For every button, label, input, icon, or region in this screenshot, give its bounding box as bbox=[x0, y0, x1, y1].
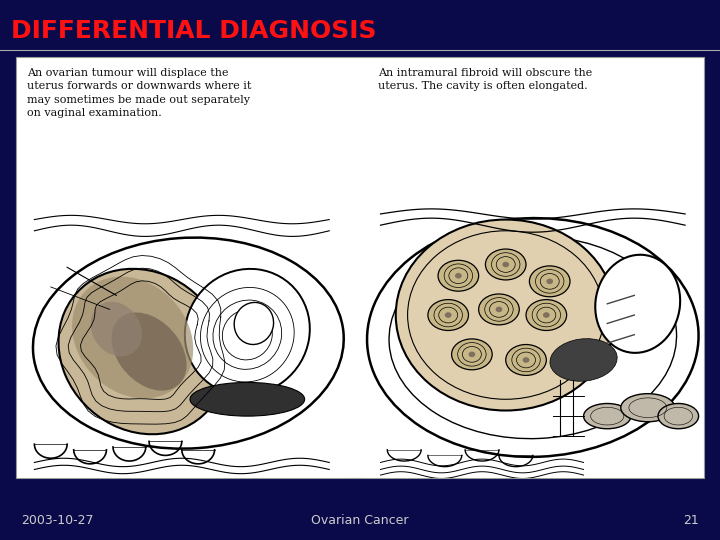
Ellipse shape bbox=[584, 403, 631, 429]
Text: 21: 21 bbox=[683, 514, 698, 526]
Ellipse shape bbox=[389, 237, 677, 438]
Ellipse shape bbox=[396, 220, 616, 410]
Circle shape bbox=[546, 279, 553, 284]
Circle shape bbox=[469, 352, 475, 357]
Ellipse shape bbox=[658, 403, 698, 429]
Ellipse shape bbox=[479, 294, 519, 325]
Text: Ovarian Cancer: Ovarian Cancer bbox=[311, 514, 409, 526]
Polygon shape bbox=[18, 197, 346, 478]
Ellipse shape bbox=[185, 269, 310, 395]
Polygon shape bbox=[364, 197, 702, 478]
Ellipse shape bbox=[550, 339, 617, 381]
Circle shape bbox=[495, 307, 503, 312]
Ellipse shape bbox=[428, 300, 469, 330]
Circle shape bbox=[503, 262, 509, 267]
Ellipse shape bbox=[621, 394, 675, 422]
Circle shape bbox=[455, 273, 462, 279]
Ellipse shape bbox=[112, 313, 186, 390]
Text: 2003-10-27: 2003-10-27 bbox=[22, 514, 94, 526]
Ellipse shape bbox=[485, 249, 526, 280]
FancyBboxPatch shape bbox=[16, 57, 704, 478]
Ellipse shape bbox=[33, 238, 343, 449]
Ellipse shape bbox=[526, 300, 567, 330]
Ellipse shape bbox=[438, 260, 479, 291]
Ellipse shape bbox=[367, 218, 698, 457]
Ellipse shape bbox=[234, 302, 274, 345]
Ellipse shape bbox=[72, 276, 193, 399]
Text: An intramural fibroid will obscure the
uterus. The cavity is often elongated.: An intramural fibroid will obscure the u… bbox=[378, 68, 593, 91]
Text: DIFFERENTIAL DIAGNOSIS: DIFFERENTIAL DIAGNOSIS bbox=[11, 19, 377, 43]
Ellipse shape bbox=[451, 339, 492, 370]
Text: An ovarian tumour will displace the
uterus forwards or downwards where it
may so: An ovarian tumour will displace the uter… bbox=[27, 68, 252, 118]
Ellipse shape bbox=[595, 255, 680, 353]
Ellipse shape bbox=[529, 266, 570, 297]
Ellipse shape bbox=[505, 345, 546, 375]
Circle shape bbox=[445, 312, 451, 318]
Ellipse shape bbox=[190, 382, 305, 416]
Circle shape bbox=[543, 312, 550, 318]
Circle shape bbox=[523, 357, 529, 363]
Ellipse shape bbox=[91, 302, 142, 356]
Ellipse shape bbox=[58, 269, 227, 434]
